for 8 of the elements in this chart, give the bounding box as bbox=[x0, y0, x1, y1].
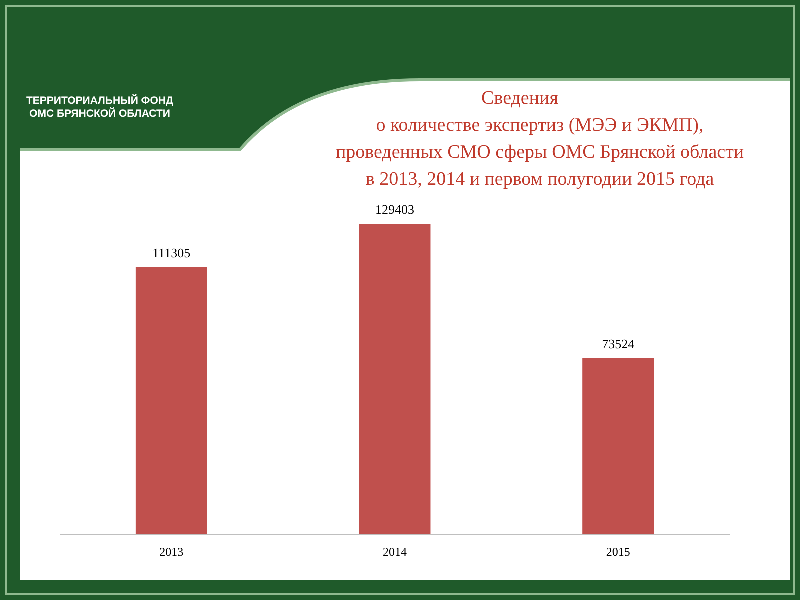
x-tick-label: 2014 bbox=[383, 545, 407, 559]
text: ТЕРРИТОРИАЛЬНЫЙ ФОНД ОМС БРЯНСКОЙ ОБЛАСТИ bbox=[26, 94, 174, 120]
data-label: 111305 bbox=[152, 245, 191, 260]
data-label: 129403 bbox=[376, 202, 414, 217]
chart-title: Сведения о количестве экспертиз (МЭЭ и ЭКМП), проведенных СМО сферы ОМС Брянской области в 2013, 2014 и первом полугодии 2015 года bbox=[336, 88, 744, 190]
x-tick-label: 2013 bbox=[160, 545, 184, 559]
x-tick-label: 2015 bbox=[606, 545, 630, 559]
data-label: 73524 bbox=[602, 336, 636, 352]
